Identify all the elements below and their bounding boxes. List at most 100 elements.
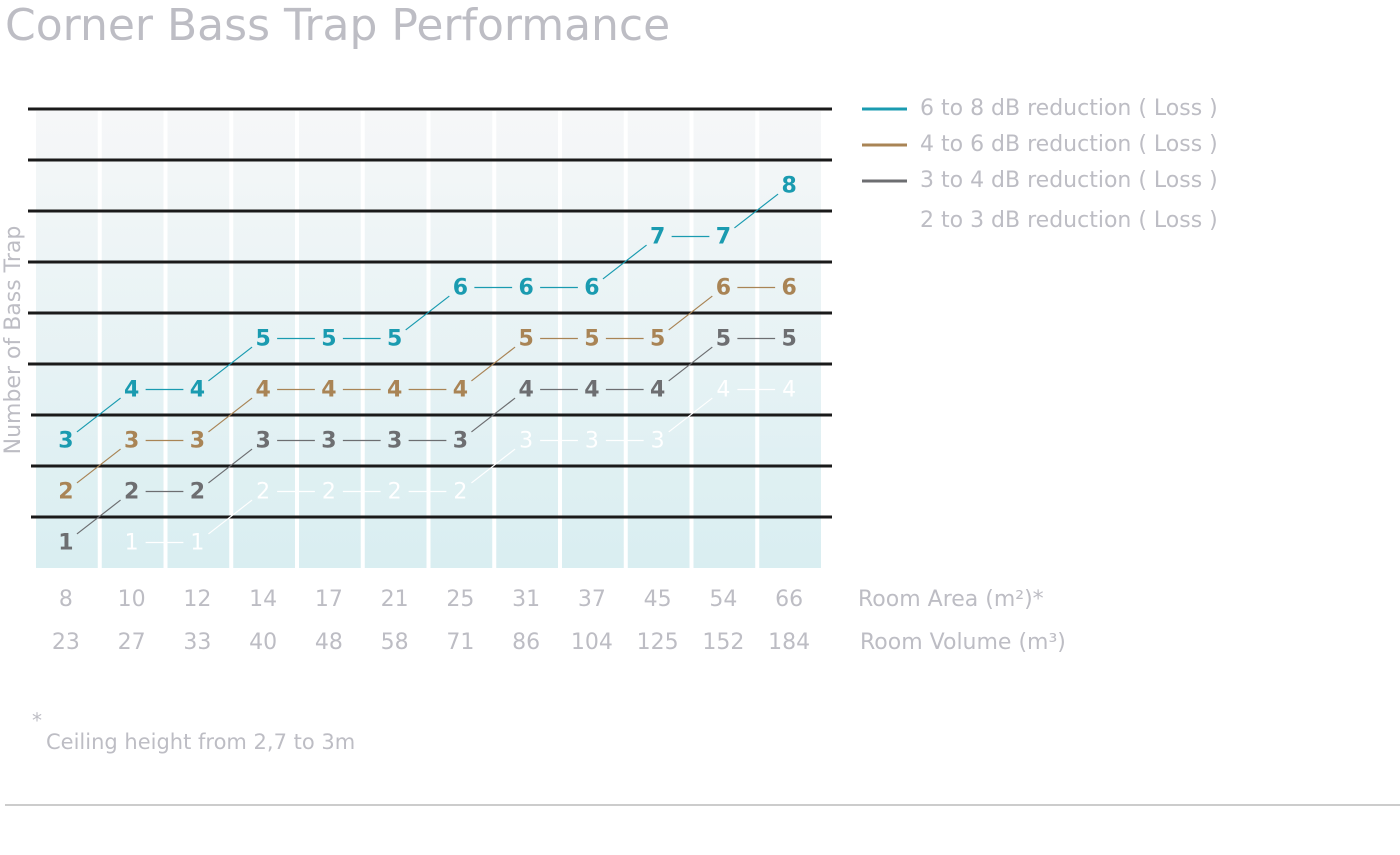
connector xyxy=(734,193,779,229)
connector xyxy=(208,397,253,433)
data-label: 2 xyxy=(388,480,402,505)
x2-tick-label: 86 xyxy=(512,630,540,655)
data-label: 4 xyxy=(584,378,599,403)
y-axis-label: Number of Bass Trap xyxy=(1,226,26,455)
data-label: 5 xyxy=(518,327,533,352)
x-tick-label: 31 xyxy=(512,587,540,612)
x2-tick-label: 184 xyxy=(768,630,810,655)
x-tick-label: 8 xyxy=(59,587,73,612)
x2-axis-label: Room Volume (m³) xyxy=(860,630,1066,655)
data-label: 6 xyxy=(716,276,731,301)
legend-label: 4 to 6 dB reduction ( Loss ) xyxy=(920,132,1218,157)
x2-tick-label: 152 xyxy=(702,630,744,655)
data-label: 6 xyxy=(453,276,468,301)
connector xyxy=(208,499,253,535)
data-label: 5 xyxy=(584,327,599,352)
data-label: 6 xyxy=(518,276,533,301)
x-tick-label: 54 xyxy=(709,587,737,612)
data-label: 4 xyxy=(782,378,796,403)
data-label: 2 xyxy=(322,480,336,505)
connector xyxy=(471,397,516,433)
connector xyxy=(668,295,713,331)
data-label: 6 xyxy=(781,276,796,301)
connector xyxy=(602,244,647,280)
connector xyxy=(471,346,516,382)
x2-tick-label: 125 xyxy=(637,630,679,655)
column-background xyxy=(562,111,624,568)
x-tick-label: 25 xyxy=(446,587,474,612)
legend-label: 2 to 3 dB reduction ( Loss ) xyxy=(920,208,1218,233)
data-label: 7 xyxy=(650,225,665,250)
data-label: 3 xyxy=(190,429,205,454)
data-label: 1 xyxy=(58,531,73,556)
legend-label: 3 to 4 dB reduction ( Loss ) xyxy=(920,168,1218,193)
data-label: 4 xyxy=(124,378,139,403)
column-background xyxy=(693,111,756,568)
column-background xyxy=(36,111,98,568)
connector xyxy=(208,346,253,382)
x-tick-label: 10 xyxy=(118,587,146,612)
connector xyxy=(76,397,121,433)
column-background xyxy=(759,111,821,568)
data-label: 2 xyxy=(453,480,467,505)
x-tick-label: 21 xyxy=(381,587,409,612)
data-label: 8 xyxy=(781,174,796,199)
data-label: 4 xyxy=(453,378,468,403)
data-label: 3 xyxy=(651,429,665,454)
x2-tick-label: 33 xyxy=(183,630,211,655)
data-label: 4 xyxy=(255,378,270,403)
data-label: 3 xyxy=(519,429,533,454)
data-label: 4 xyxy=(650,378,665,403)
connector xyxy=(208,448,253,484)
x-tick-label: 66 xyxy=(775,587,803,612)
connector xyxy=(76,448,121,484)
chart-title: Corner Bass Trap Performance xyxy=(5,0,670,51)
data-label: 4 xyxy=(518,378,533,403)
data-label: 3 xyxy=(585,429,599,454)
connector xyxy=(471,448,516,484)
data-label: 1 xyxy=(125,531,139,556)
x2-tick-label: 71 xyxy=(446,630,474,655)
data-label: 3 xyxy=(321,429,336,454)
x2-tick-label: 48 xyxy=(315,630,343,655)
data-label: 5 xyxy=(716,327,731,352)
data-label: 5 xyxy=(387,327,402,352)
footnote: Ceiling height from 2,7 to 3m xyxy=(46,730,355,754)
x-tick-label: 37 xyxy=(578,587,606,612)
x2-tick-label: 27 xyxy=(118,630,146,655)
connector xyxy=(668,397,713,433)
data-label: 2 xyxy=(190,480,205,505)
x-tick-label: 14 xyxy=(249,587,277,612)
data-label: 7 xyxy=(716,225,731,250)
x2-tick-label: 40 xyxy=(249,630,277,655)
data-label: 5 xyxy=(781,327,796,352)
data-label: 4 xyxy=(387,378,402,403)
data-label: 6 xyxy=(584,276,599,301)
x-axis-label: Room Area (m²)* xyxy=(858,587,1044,612)
x-tick-label: 17 xyxy=(315,587,343,612)
x2-tick-label: 104 xyxy=(571,630,613,655)
data-label: 5 xyxy=(255,327,270,352)
data-label: 5 xyxy=(650,327,665,352)
connector xyxy=(76,499,121,535)
x-tick-label: 45 xyxy=(644,587,672,612)
data-label: 3 xyxy=(387,429,402,454)
data-label: 4 xyxy=(321,378,336,403)
data-label: 4 xyxy=(716,378,730,403)
data-label: 2 xyxy=(124,480,139,505)
column-background xyxy=(496,111,558,568)
x-tick-label: 12 xyxy=(183,587,211,612)
connector xyxy=(405,295,450,331)
data-label: 3 xyxy=(453,429,468,454)
legend-label: 6 to 8 dB reduction ( Loss ) xyxy=(920,96,1218,121)
data-label: 3 xyxy=(255,429,270,454)
column-background xyxy=(627,111,690,568)
data-label: 2 xyxy=(256,480,270,505)
data-label: 3 xyxy=(58,429,73,454)
data-label: 2 xyxy=(58,480,73,505)
footnote-mark: * xyxy=(32,709,42,733)
x2-tick-label: 23 xyxy=(52,630,80,655)
data-label: 5 xyxy=(321,327,336,352)
x2-tick-label: 58 xyxy=(381,630,409,655)
